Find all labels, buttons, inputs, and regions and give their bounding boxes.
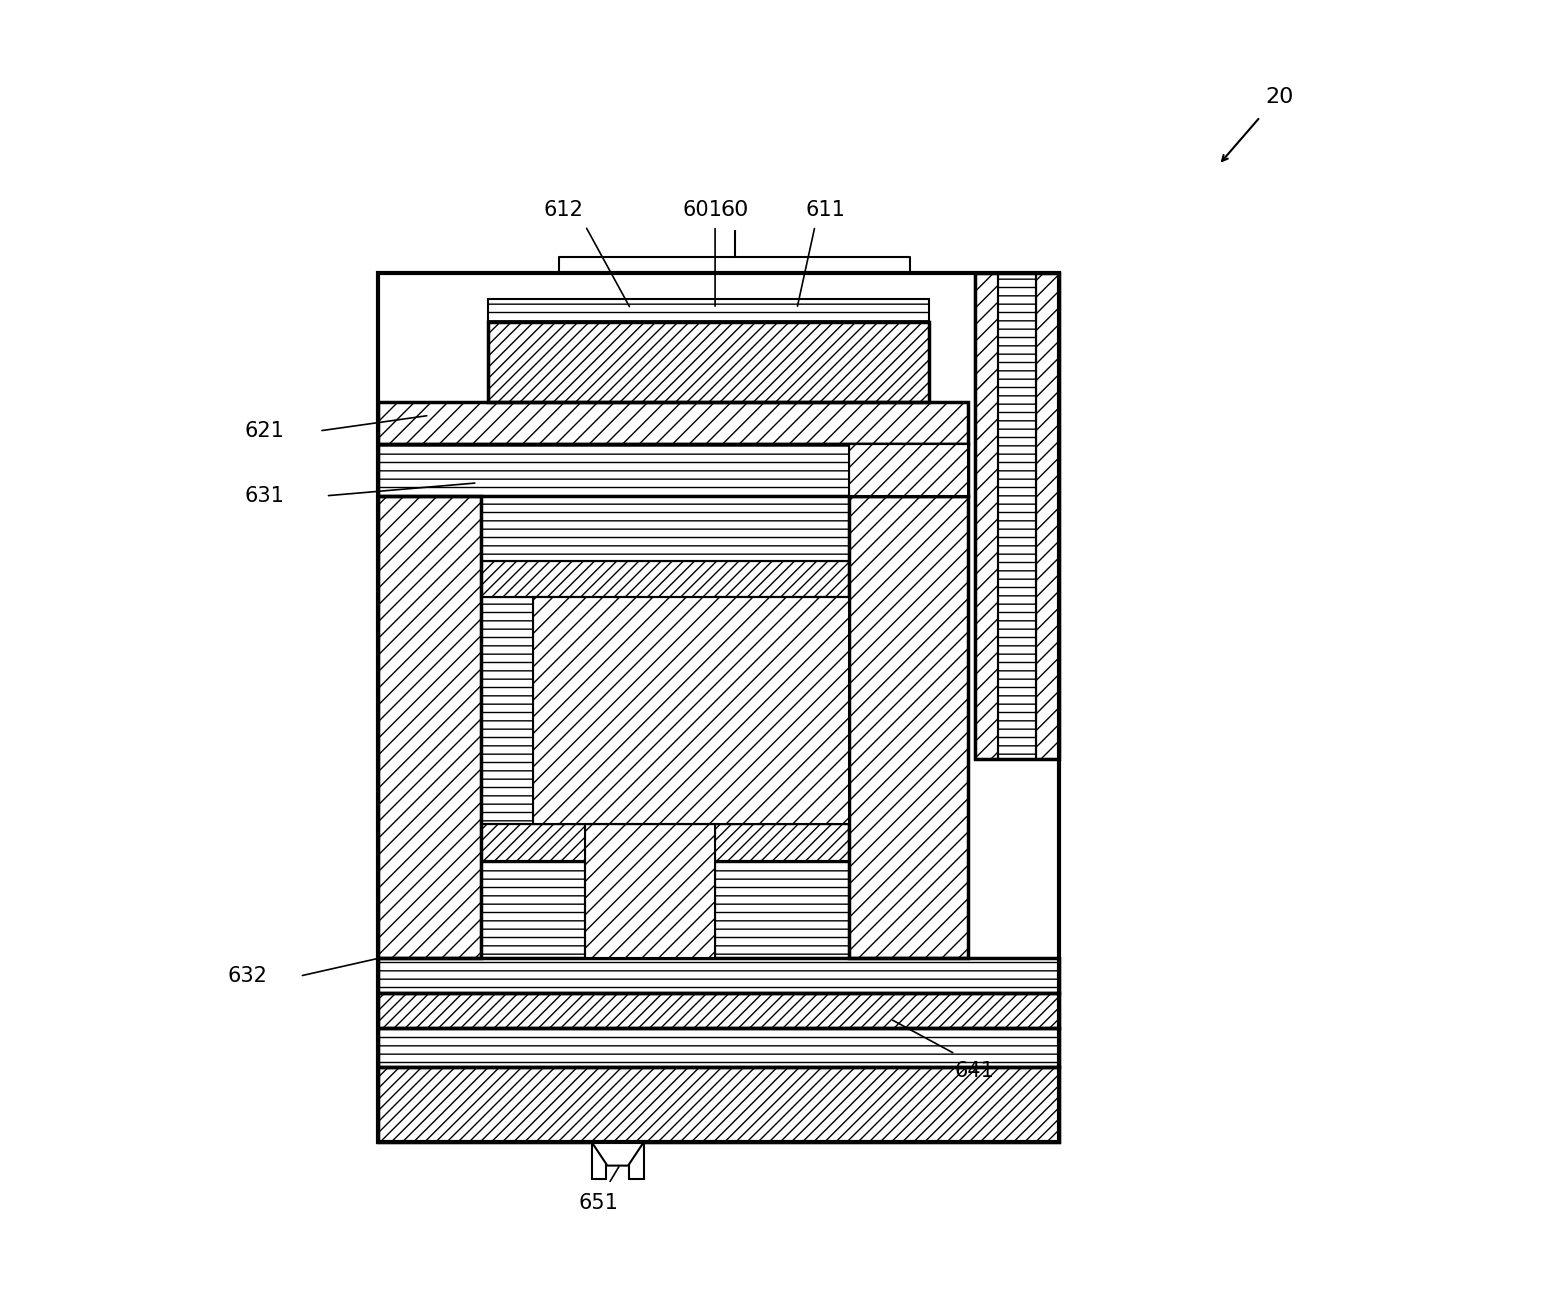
Text: 651: 651 bbox=[579, 1193, 619, 1214]
Bar bbox=[377, 402, 968, 444]
Bar bbox=[630, 1142, 644, 1179]
Bar bbox=[849, 444, 968, 496]
Bar bbox=[377, 1028, 1060, 1067]
Bar bbox=[481, 496, 849, 561]
Bar bbox=[377, 496, 481, 958]
Text: 20: 20 bbox=[1265, 87, 1293, 108]
Bar bbox=[487, 322, 930, 402]
Bar bbox=[487, 299, 930, 322]
Bar bbox=[481, 597, 585, 824]
Bar bbox=[849, 496, 968, 958]
Bar bbox=[998, 273, 1035, 759]
Bar bbox=[585, 824, 715, 958]
Bar bbox=[487, 322, 930, 402]
Bar bbox=[481, 824, 849, 861]
Bar bbox=[377, 958, 1060, 993]
Bar bbox=[481, 561, 849, 597]
Bar bbox=[377, 958, 1060, 993]
Bar bbox=[377, 496, 481, 958]
Bar bbox=[377, 273, 1060, 1142]
Bar bbox=[481, 597, 585, 824]
Bar bbox=[377, 993, 1060, 1028]
Bar bbox=[715, 597, 849, 824]
Bar bbox=[1035, 273, 1060, 759]
Text: 60: 60 bbox=[721, 200, 749, 221]
Text: 611: 611 bbox=[806, 200, 845, 221]
Text: 641: 641 bbox=[954, 1060, 995, 1081]
Polygon shape bbox=[593, 1142, 644, 1166]
Bar bbox=[975, 273, 998, 759]
Bar bbox=[377, 993, 1060, 1028]
Bar bbox=[998, 273, 1035, 759]
Bar bbox=[377, 1067, 1060, 1142]
Bar bbox=[481, 824, 849, 861]
Bar bbox=[715, 861, 849, 958]
Bar bbox=[377, 1067, 1060, 1142]
Bar bbox=[487, 299, 930, 322]
Text: 631: 631 bbox=[244, 485, 285, 506]
Bar bbox=[534, 597, 849, 824]
Text: 632: 632 bbox=[227, 966, 268, 986]
Bar bbox=[849, 444, 968, 496]
Bar bbox=[481, 561, 849, 597]
Bar bbox=[585, 824, 715, 958]
Bar bbox=[377, 444, 968, 496]
Bar bbox=[377, 402, 968, 444]
Bar bbox=[534, 597, 849, 824]
Bar bbox=[377, 444, 968, 496]
Bar bbox=[377, 1028, 1060, 1067]
Bar bbox=[975, 273, 998, 759]
Bar bbox=[715, 597, 849, 824]
Bar bbox=[715, 861, 849, 958]
Bar bbox=[593, 1142, 606, 1179]
Bar bbox=[1035, 273, 1060, 759]
Bar bbox=[481, 861, 585, 958]
Bar bbox=[975, 273, 1060, 759]
Text: 621: 621 bbox=[244, 421, 285, 441]
Bar bbox=[975, 273, 1060, 759]
Bar bbox=[849, 496, 968, 958]
Bar bbox=[481, 861, 585, 958]
Text: 601: 601 bbox=[682, 200, 722, 221]
Text: 612: 612 bbox=[543, 200, 583, 221]
Bar bbox=[481, 496, 849, 561]
